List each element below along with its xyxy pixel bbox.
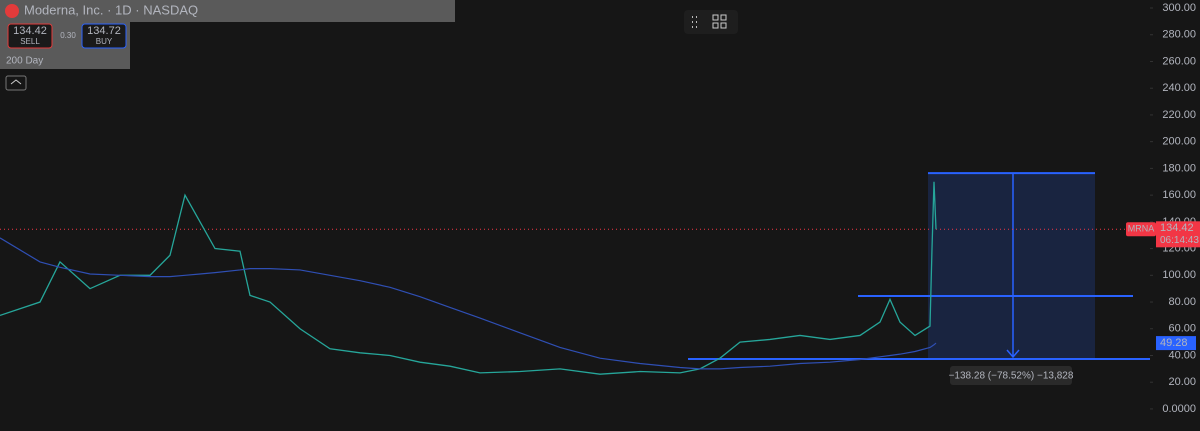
countdown: 06:14:43 [1160, 235, 1199, 246]
measure-label: −138.28 (−78.52%) −13,828 [949, 371, 1074, 382]
layout-icon[interactable] [712, 14, 727, 29]
price-axis [1150, 0, 1200, 431]
y-tick-label: 220.00 [1162, 109, 1196, 121]
buy-button[interactable] [81, 23, 127, 49]
collapse-button[interactable] [5, 75, 27, 91]
indicator-name: 200 Day [6, 56, 43, 67]
drag-handle[interactable] [692, 16, 697, 28]
toolbar [684, 10, 738, 34]
ma-tag: 49.28 [1160, 337, 1188, 349]
y-tick-label: 60.00 [1168, 323, 1196, 335]
header: Moderna, Inc. · 1D · NASDAQ 134.42 SELL … [0, 0, 455, 91]
y-tick-label: 0.0000 [1162, 403, 1196, 415]
y-tick-label: 40.00 [1168, 349, 1196, 361]
sell-button[interactable] [7, 23, 53, 49]
y-tick-label: 300.00 [1162, 2, 1196, 14]
symbol-tag-bg [1126, 222, 1156, 237]
spread: 0.30 [60, 31, 76, 40]
measure-box [928, 173, 1095, 359]
price-tag-bg [1156, 221, 1200, 248]
measure-label-bg [950, 366, 1072, 385]
ma-tag-bg [1156, 336, 1196, 351]
arrow-head [1006, 349, 1020, 359]
y-tick-label: 200.00 [1162, 136, 1196, 148]
y-tick-label: 20.00 [1168, 376, 1196, 388]
series-line [0, 237, 937, 370]
header-bar [0, 0, 455, 22]
y-tick-label: 100.00 [1162, 269, 1196, 281]
collapse-icon [10, 79, 22, 85]
indicator-bar [0, 53, 78, 69]
symbol-logo [5, 4, 19, 18]
y-tick-label: 240.00 [1162, 82, 1196, 94]
series-line [0, 181, 937, 375]
y-tick-label: 260.00 [1162, 55, 1196, 67]
sell-label: SELL [20, 37, 40, 46]
sell-price: 134.42 [13, 25, 47, 37]
buy-price: 134.72 [87, 25, 121, 37]
symbol-tag: MRNA [1128, 224, 1155, 234]
buy-label: BUY [96, 37, 113, 46]
y-tick-label: 80.00 [1168, 296, 1196, 308]
y-tick-label: 160.00 [1162, 189, 1196, 201]
y-tick-label: 280.00 [1162, 29, 1196, 41]
y-tick-label: 180.00 [1162, 162, 1196, 174]
price-tag: 134.42 [1160, 222, 1194, 234]
symbol-title: Moderna, Inc. · 1D · NASDAQ [24, 2, 198, 17]
